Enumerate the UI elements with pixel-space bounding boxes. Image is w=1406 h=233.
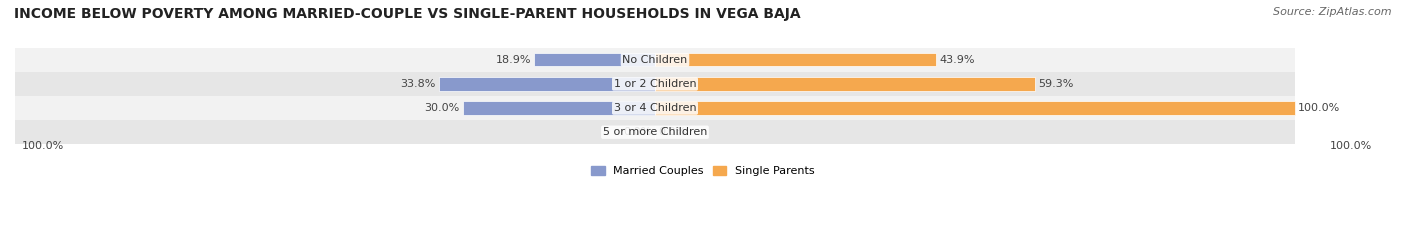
Text: 59.3%: 59.3% [1038, 79, 1073, 89]
Text: 43.9%: 43.9% [939, 55, 974, 65]
Bar [534, 53, 655, 66]
Bar [15, 72, 1295, 96]
Text: 33.8%: 33.8% [401, 79, 436, 89]
Text: 0.0%: 0.0% [623, 127, 652, 137]
Text: 1 or 2 Children: 1 or 2 Children [613, 79, 696, 89]
Bar [463, 101, 655, 115]
Legend: Married Couples, Single Parents: Married Couples, Single Parents [586, 162, 820, 181]
Bar [655, 53, 936, 66]
Text: 100.0%: 100.0% [21, 141, 63, 151]
Bar [655, 101, 1295, 115]
Bar [15, 96, 1295, 120]
Text: 30.0%: 30.0% [425, 103, 460, 113]
Text: Source: ZipAtlas.com: Source: ZipAtlas.com [1274, 7, 1392, 17]
Text: INCOME BELOW POVERTY AMONG MARRIED-COUPLE VS SINGLE-PARENT HOUSEHOLDS IN VEGA BA: INCOME BELOW POVERTY AMONG MARRIED-COUPL… [14, 7, 800, 21]
Bar [15, 48, 1295, 72]
Text: 3 or 4 Children: 3 or 4 Children [613, 103, 696, 113]
Text: 100.0%: 100.0% [1330, 141, 1372, 151]
Text: 100.0%: 100.0% [1298, 103, 1340, 113]
Text: 18.9%: 18.9% [495, 55, 531, 65]
Bar [655, 77, 1035, 91]
Text: No Children: No Children [623, 55, 688, 65]
Bar [15, 120, 1295, 144]
Text: 0.0%: 0.0% [658, 127, 686, 137]
Text: 5 or more Children: 5 or more Children [603, 127, 707, 137]
Bar [439, 77, 655, 91]
